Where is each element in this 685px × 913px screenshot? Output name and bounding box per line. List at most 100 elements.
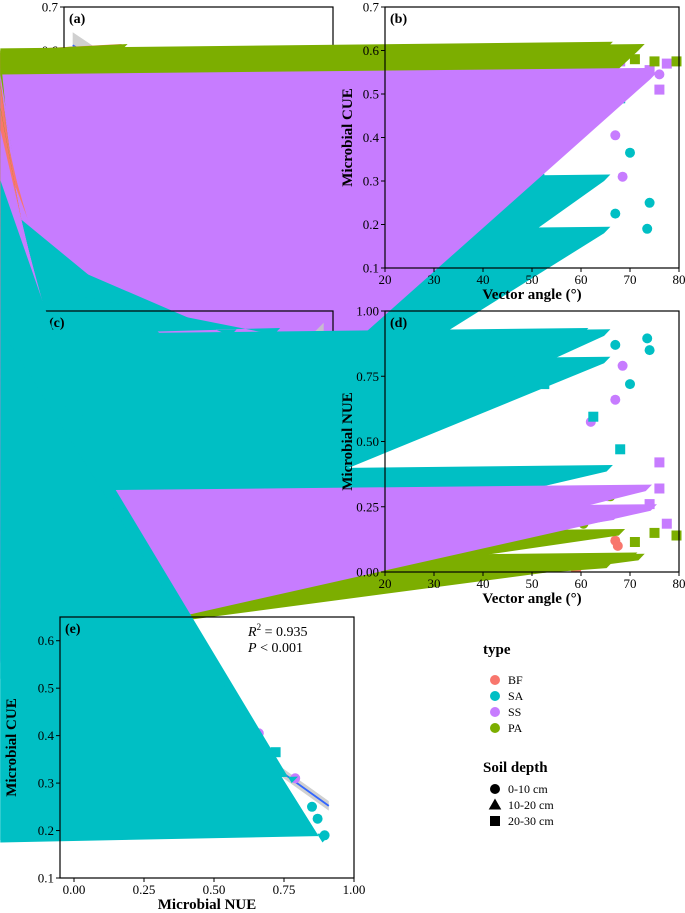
panel-label: (e) [65,622,81,637]
panel-label: (a) [69,12,86,27]
y-tick-label: 0.4 [363,130,380,145]
data-point [612,540,623,551]
x-tick-label: 50 [526,272,539,287]
panel-e: 0.00 0.25 0.50 0.75 1.00 0.1 0.2 0.3 0.4 0.5 0.6 Mi… [0,79,366,913]
y-tick-label: 0.3 [38,776,54,791]
data-point [617,360,628,371]
data-point [0,328,329,843]
data-point [671,530,682,541]
panel-label: (c) [49,316,65,331]
y-tick-label: 0.5 [38,681,54,696]
y-tick-label: 0.1 [363,261,379,276]
y-tick-label: 0.3 [363,174,379,189]
data-point [649,527,660,538]
data-point [610,208,621,219]
data-point [270,747,281,758]
data-point [629,537,640,547]
y-tick-label: 0.50 [356,434,379,449]
legend-type-marker [490,707,500,717]
x-tick-label: 0.25 [133,882,156,897]
data-point [610,339,621,350]
legend-type-label: BF [508,673,523,687]
legend-depth-label: 20-30 cm [508,814,554,828]
x-tick-label: 20 [379,272,392,287]
data-point [649,56,660,67]
legend: type BF SA SS PA Soil depth 0-10 cm 10-20 cm 20-… [483,642,554,828]
data-point [610,130,621,141]
y-tick-label: 0.5 [363,87,379,102]
y-tick-label: 0.2 [363,217,379,232]
legend-depth-title: Soil depth [483,760,548,776]
r-superscript: 2 [257,622,262,632]
data-points [0,79,330,843]
p-symbol: P [247,641,257,656]
x-axis-label: Microbial NUE [158,897,256,913]
data-point [312,813,323,824]
x-axis-label: Vector angle (°) [482,287,581,303]
x-tick-label: 80 [673,272,685,287]
data-point [671,56,682,67]
r-squared-annotation: R2 = 0.935 [247,622,307,640]
x-tick-label: 60 [575,576,588,591]
x-tick-label: 70 [624,576,637,591]
legend-depth-label: 0-10 cm [508,782,548,796]
x-tick-label: 60 [575,272,588,287]
legend-type-marker [490,691,500,701]
x-tick-label: 0.75 [273,882,296,897]
data-point [615,444,626,455]
data-point [654,457,665,468]
data-point [307,801,317,812]
y-tick-label: 0.25 [356,499,379,514]
y-tick-label: 0.2 [38,823,54,838]
x-tick-label: 80 [673,576,685,591]
data-point [629,54,640,65]
legend-type-marker [490,675,500,685]
legend-type-label: PA [508,721,523,735]
data-point [642,333,653,344]
data-point [644,197,655,208]
x-tick-label: 70 [624,272,637,287]
plot-frame [59,616,355,879]
y-tick-label: 0.00 [356,565,379,580]
data-point [0,280,281,335]
x-tick-label: 30 [428,272,441,287]
p-value-annotation: P < 0.001 [247,641,303,656]
data-point [661,58,672,69]
data-point [644,499,655,510]
x-tick-label: 30 [428,576,441,591]
data-point [610,394,621,405]
x-tick-label: 50 [526,576,539,591]
r-symbol: R [247,625,257,640]
legend-depth-marker [490,816,500,826]
y-tick-label: 0.6 [363,43,380,58]
p-value: < 0.001 [257,641,303,656]
data-point [617,171,628,182]
x-tick-label: 1.00 [343,882,366,897]
legend-type-label: SS [508,705,521,719]
panel-label: (b) [390,12,407,27]
data-point [644,345,655,356]
y-tick-label: 0.7 [363,0,380,15]
data-point [642,223,653,234]
legend-type-marker [490,723,500,733]
y-axis-label: Microbial CUE [4,698,20,796]
y-tick-label: 0.1 [38,871,54,886]
legend-depth-marker [490,784,500,794]
data-point [588,411,599,422]
y-tick-label: 0.6 [38,633,55,648]
panel-label: (d) [390,316,407,331]
x-tick-label: 0.50 [203,882,226,897]
legend-type-title: type [483,642,511,658]
data-point [654,84,665,95]
legend-type-label: SA [508,689,524,703]
x-tick-label: 40 [477,272,490,287]
x-tick-label: 0.00 [63,882,86,897]
y-axis-label: Microbial CUE [340,88,356,186]
legend-depth-marker [488,798,502,810]
data-point [654,483,665,494]
y-tick-label: 0.7 [42,0,59,15]
y-axis-label: Microbial NUE [340,392,356,490]
x-tick-label: 20 [379,576,392,591]
data-point [654,69,665,80]
